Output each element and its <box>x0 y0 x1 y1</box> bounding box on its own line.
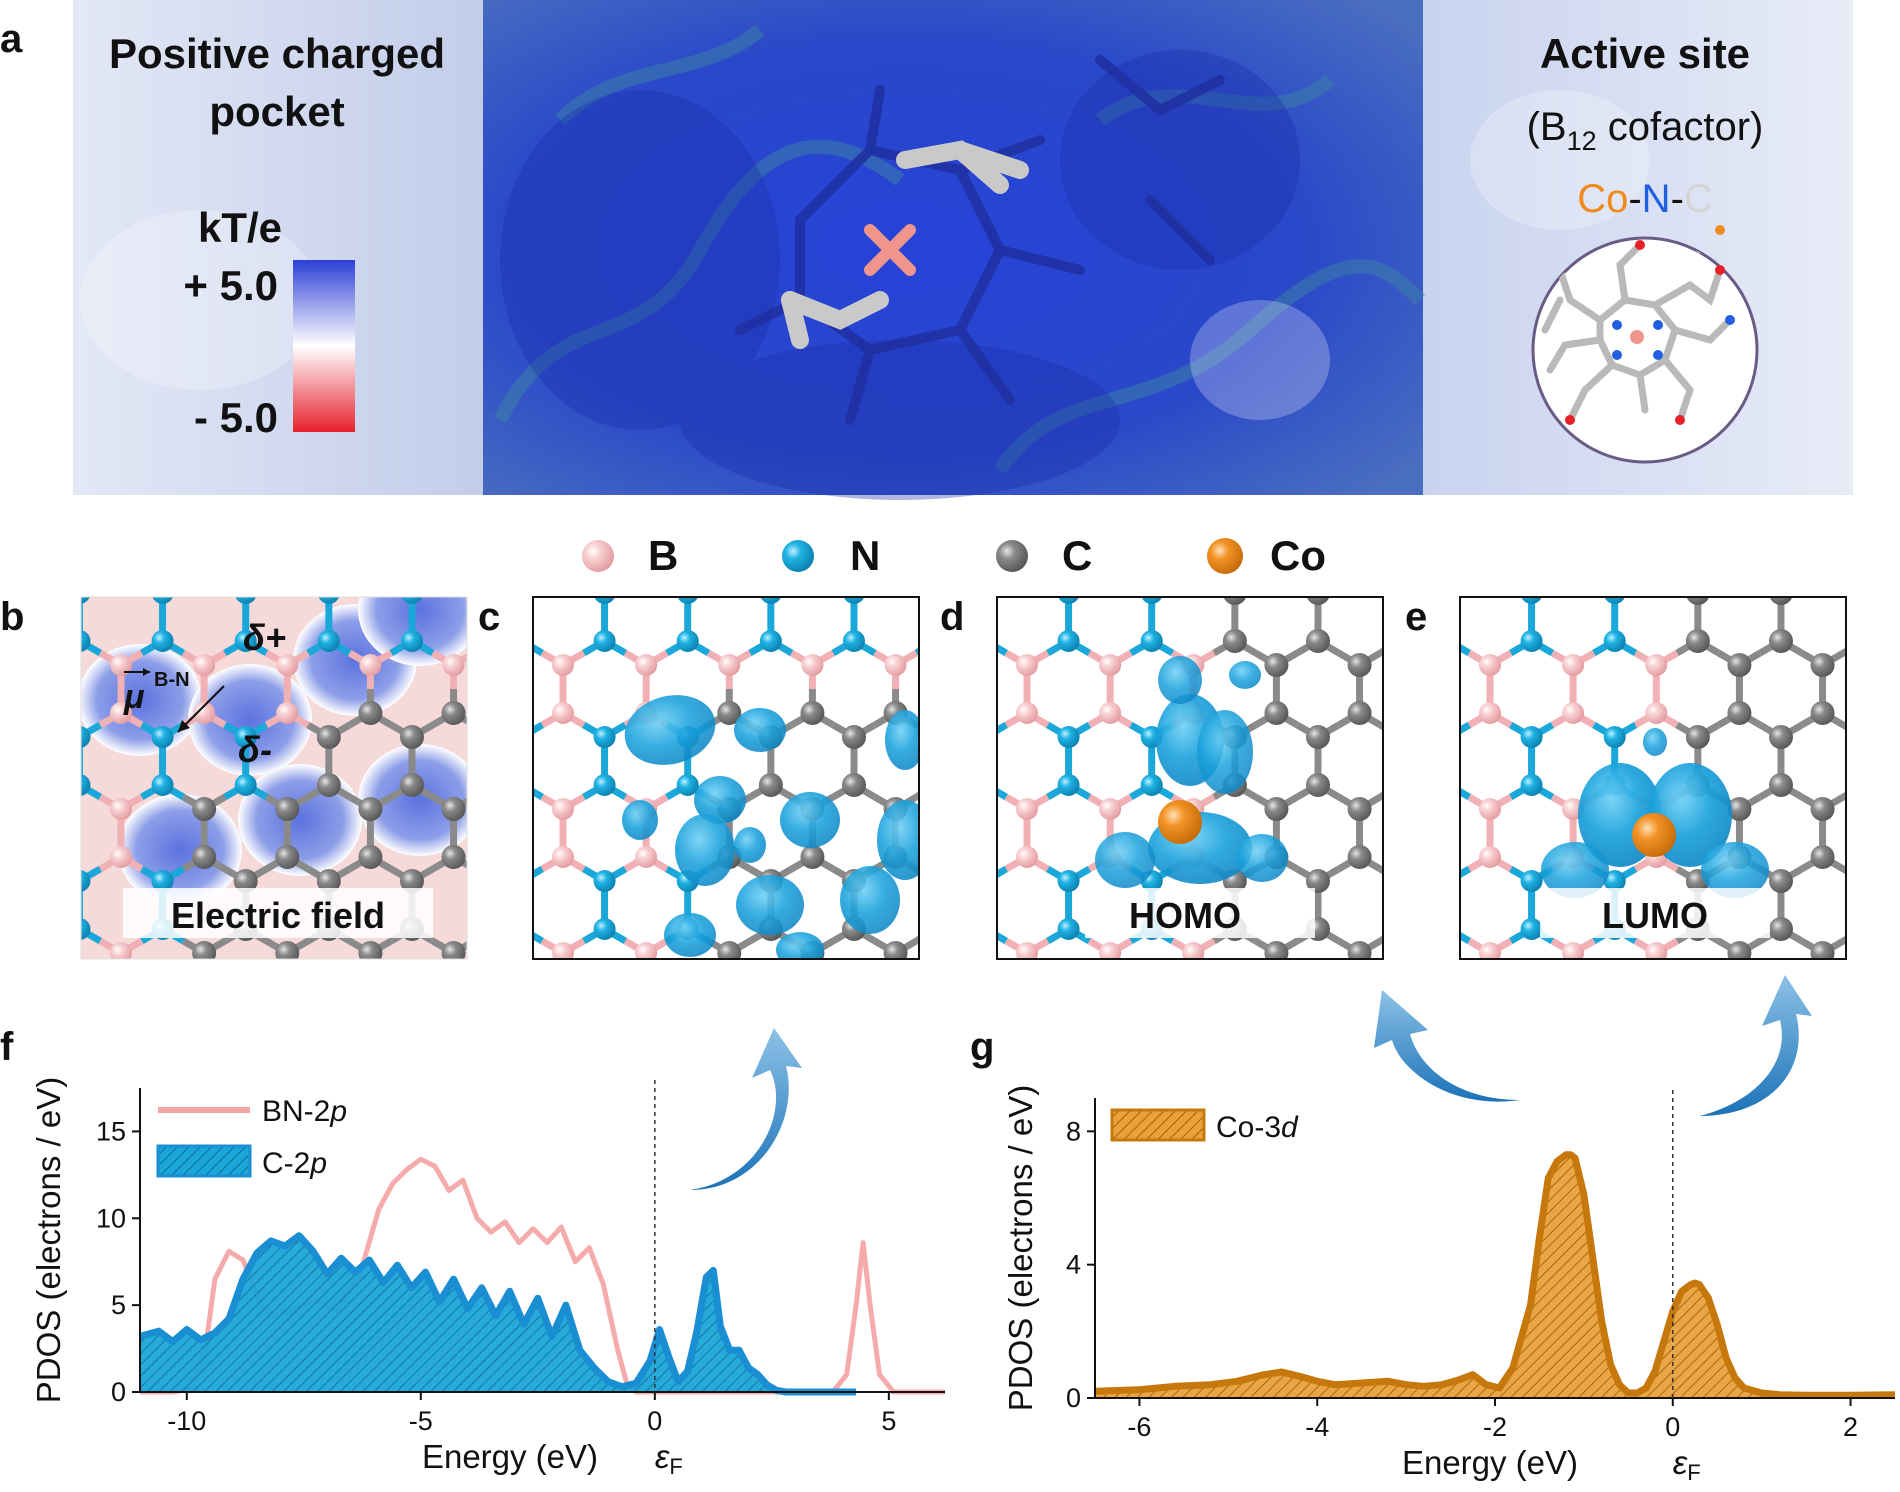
panel-a: a Positive charged pocket kT/e + 5.0 - 5… <box>0 0 1853 500</box>
panel-label-d: d <box>940 595 964 639</box>
x-tick-label: 5 <box>881 1406 896 1436</box>
panel-e: e LUMO <box>1405 595 1847 960</box>
legend-b-label: B <box>648 532 678 579</box>
panel-label-e: e <box>1405 595 1427 639</box>
lumo-caption: LUMO <box>1602 895 1708 936</box>
panel-d: d HOMO <box>940 595 1384 960</box>
electric-field-caption: Electric field <box>171 895 385 936</box>
legend-n-label: N <box>850 532 880 579</box>
y-tick-label: 5 <box>111 1290 126 1320</box>
legend: BN-2p C-2p <box>156 1095 347 1180</box>
legend-swatch <box>1110 1108 1206 1142</box>
surface-highlights <box>80 90 1650 420</box>
legend-label: Co-3d <box>1216 1111 1299 1144</box>
series-line-1 <box>1094 1151 1896 1399</box>
electric-field-map <box>81 597 467 906</box>
homo-caption: HOMO <box>1129 895 1241 936</box>
colorbar <box>293 260 355 432</box>
x-tick-label: -2 <box>1483 1412 1507 1442</box>
curved-arrows <box>690 975 1812 1190</box>
charge-density-lobes <box>622 695 919 959</box>
protein-ribbons <box>493 24 1425 474</box>
colorbar-max-label: + 5.0 <box>183 262 278 309</box>
panel-f: f -10 -5 0 5 0 5 10 15 Energy (eV) PDOS (electron… <box>0 1025 945 1479</box>
x-axis-label: Energy (eV) <box>1402 1444 1578 1481</box>
pocket-surface-left <box>73 0 483 495</box>
fermi-label: εF <box>1673 1444 1701 1485</box>
y-axis-label: PDOS (electrons / eV) <box>1002 1085 1039 1411</box>
series-area-1 <box>1095 1154 1895 1398</box>
colorbar-unit: kT/e <box>198 204 282 251</box>
pocket-shadows <box>500 50 1300 500</box>
legend-n-ball <box>782 540 814 572</box>
y-tick-label: 15 <box>96 1116 126 1146</box>
arrow-to-e <box>1700 975 1812 1116</box>
axes: -10 -5 0 5 0 5 10 15 <box>96 1088 945 1436</box>
pocket-title-line2: pocket <box>209 88 344 135</box>
x-axis-label: Energy (eV) <box>422 1438 598 1475</box>
legend-co-label: Co <box>1270 532 1326 579</box>
pocket-title-line1: Positive charged <box>109 30 445 77</box>
legend-swatch <box>156 1144 252 1178</box>
co-n-c-label: Co-N-C <box>1577 177 1713 221</box>
x-tick-label: 2 <box>1843 1412 1858 1442</box>
delta-minus-label: δ- <box>238 729 272 770</box>
panel-c: c <box>478 595 920 960</box>
legend-c-label: C <box>1062 532 1092 579</box>
colorbar-min-label: - 5.0 <box>194 394 278 441</box>
fermi-label: εF <box>655 1438 683 1479</box>
y-tick-label: 0 <box>1066 1383 1081 1413</box>
atom-legend: B N C Co <box>582 532 1326 579</box>
panel-b: b Electric field δ+ δ- μ B-N <box>0 595 468 960</box>
active-site-title: Active site <box>1540 30 1750 77</box>
delta-plus-label: δ+ <box>243 617 286 658</box>
y-tick-label: 4 <box>1066 1250 1081 1280</box>
homo-orbital <box>1095 656 1288 888</box>
y-tick-label: 0 <box>111 1377 126 1407</box>
panel-label-c: c <box>478 595 500 639</box>
series-line-2 <box>139 1232 857 1396</box>
cobalt-center <box>864 224 916 276</box>
lumo-orbital <box>1541 728 1769 898</box>
ligand-sticks <box>781 140 1029 349</box>
y-tick-label: 10 <box>96 1203 126 1233</box>
x-tick-label: -6 <box>1127 1412 1151 1442</box>
x-tick-label: -4 <box>1305 1412 1329 1442</box>
y-tick-label: 8 <box>1066 1116 1081 1146</box>
panel-label-f: f <box>0 1025 14 1069</box>
x-tick-label: 0 <box>1665 1412 1680 1442</box>
mu-symbol: μ <box>123 678 145 716</box>
pdos-chart-f: -10 -5 0 5 0 5 10 15 Energy (eV) PDOS (electrons … <box>30 1077 945 1479</box>
legend-c-ball <box>996 540 1028 572</box>
legend-co-ball <box>1207 538 1243 574</box>
axes: -6 -4 -2 0 2 0 4 8 <box>1066 1098 1895 1442</box>
pdos-chart-g: -6 -4 -2 0 2 0 4 8 Energy (eV) PDOS (electrons / … <box>1002 1085 1896 1485</box>
panel-label-b: b <box>0 595 24 639</box>
x-tick-label: 0 <box>647 1406 662 1436</box>
legend-b-ball <box>582 540 614 572</box>
y-axis-label: PDOS (electrons / eV) <box>30 1077 67 1403</box>
legend: Co-3d <box>1110 1108 1299 1144</box>
legend-label: BN-2p <box>262 1095 347 1128</box>
active-site-subtitle: (B12 cofactor) <box>1527 105 1764 156</box>
arrow-to-d <box>1374 990 1520 1102</box>
b12-atoms <box>1565 225 1735 425</box>
legend-label: C-2p <box>262 1147 327 1180</box>
x-tick-label: -5 <box>409 1406 433 1436</box>
dipole-arrow: μ B-N <box>123 668 225 733</box>
x-tick-label: -10 <box>167 1406 206 1436</box>
panel-label-g: g <box>970 1025 994 1069</box>
panel-g: g -6 -4 -2 0 2 0 4 8 Energy (eV) PDOS (electrons … <box>970 1025 1896 1485</box>
dipole-label: B-N <box>154 669 190 691</box>
panel-label-a: a <box>0 17 23 61</box>
arrow-to-c <box>690 1028 802 1190</box>
